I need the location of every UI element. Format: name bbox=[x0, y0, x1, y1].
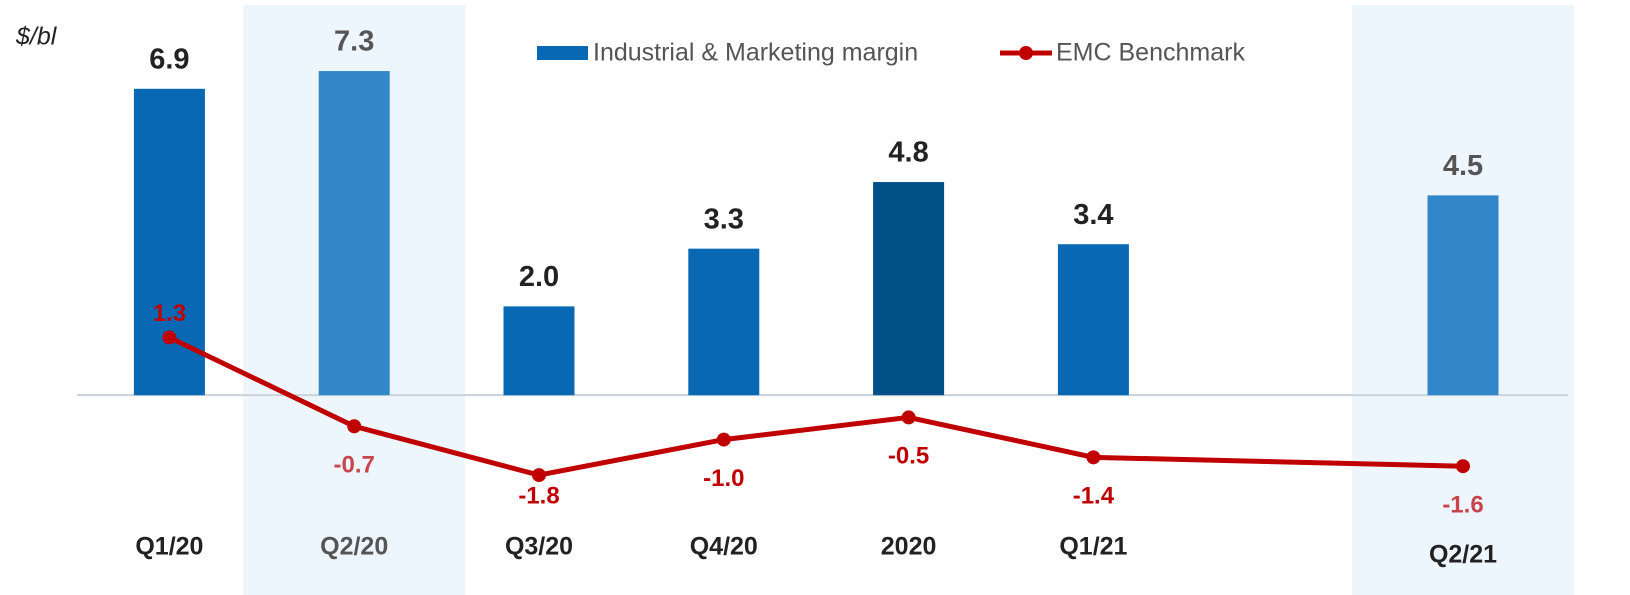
legend-label: Industrial & Marketing margin bbox=[593, 39, 918, 67]
bar bbox=[1427, 195, 1499, 396]
bar bbox=[873, 182, 945, 396]
bar bbox=[688, 248, 760, 396]
bar-value-label: 3.4 bbox=[1073, 199, 1113, 231]
line-marker bbox=[1456, 459, 1470, 474]
x-tick-label: Q1/20 bbox=[135, 533, 203, 561]
line-marker bbox=[716, 432, 731, 447]
bar-value-label: 4.5 bbox=[1443, 150, 1483, 182]
x-tick-label: Q2/20 bbox=[320, 533, 388, 561]
legend-label: EMC Benchmark bbox=[1056, 39, 1245, 67]
line-value-label: -1.8 bbox=[518, 482, 559, 509]
x-tick-label: Q3/20 bbox=[505, 533, 573, 561]
bar-value-label: 4.8 bbox=[888, 137, 928, 169]
line-value-label: -1.4 bbox=[1073, 483, 1115, 510]
line-value-label: 1.3 bbox=[153, 300, 186, 327]
bar bbox=[1057, 244, 1129, 396]
line-value-label: -1.6 bbox=[1442, 492, 1483, 519]
line-value-label: -0.7 bbox=[334, 452, 375, 479]
y-axis-label: $/bl bbox=[15, 23, 58, 51]
legend-marker bbox=[1019, 46, 1033, 60]
x-tick-label: 2020 bbox=[881, 533, 937, 561]
bar-value-label: 3.3 bbox=[704, 203, 744, 235]
line-marker bbox=[901, 410, 916, 425]
bar bbox=[318, 71, 390, 396]
bar-value-label: 6.9 bbox=[149, 43, 189, 75]
line-value-label: -0.5 bbox=[888, 443, 929, 470]
bar-value-label: 7.3 bbox=[334, 26, 374, 58]
x-tick-label: Q2/21 bbox=[1429, 541, 1497, 569]
bar bbox=[503, 306, 575, 396]
x-tick-label: Q4/20 bbox=[690, 533, 758, 561]
line-marker bbox=[162, 330, 177, 345]
line-marker bbox=[1086, 450, 1101, 465]
line-value-label: -1.0 bbox=[703, 465, 744, 492]
line-marker bbox=[532, 468, 546, 483]
legend-swatch bbox=[537, 46, 588, 60]
x-tick-label: Q1/21 bbox=[1059, 533, 1127, 561]
line-marker bbox=[347, 419, 362, 434]
bar-value-label: 2.0 bbox=[519, 261, 559, 293]
